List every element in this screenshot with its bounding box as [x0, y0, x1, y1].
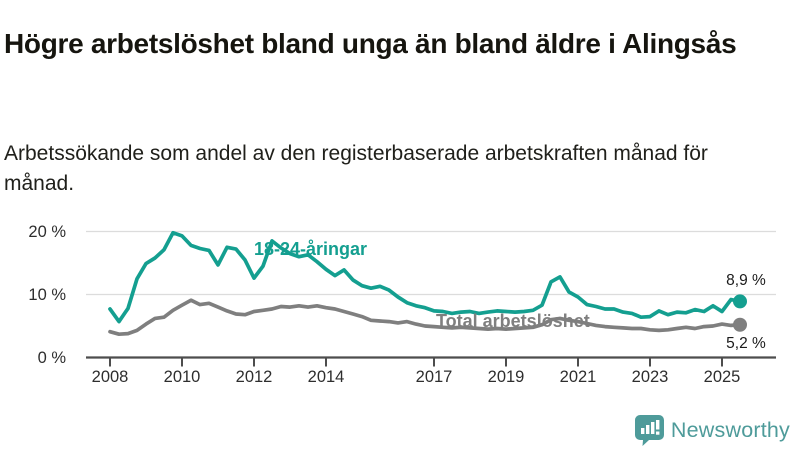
x-tick-label: 2014 [307, 368, 345, 386]
x-tick-label: 2019 [487, 368, 525, 386]
series-end-dots [733, 294, 747, 332]
y-tick-label: 10 % [28, 285, 66, 304]
end-value-label-total: 5,2 % [726, 335, 766, 352]
newsworthy-brand-text: Newsworthy [670, 417, 790, 442]
newsworthy-bubble-icon [634, 414, 664, 446]
page-subtitle: Arbetssökande som andel av den registerb… [4, 142, 708, 196]
series-label-youth: 18-24-åringar [254, 239, 368, 259]
gridlines [86, 230, 776, 296]
x-tick-label: 2012 [235, 368, 273, 386]
y-tick-label: 20 % [28, 222, 66, 241]
end-value-label-youth: 8,9 % [726, 272, 766, 289]
x-tick-label: 2017 [415, 368, 453, 386]
x-tick-label: 2010 [163, 368, 201, 386]
y-tick-label: 0 % [37, 348, 66, 367]
x-tick-label: 2008 [91, 368, 129, 386]
x-axis [86, 356, 776, 367]
page-title: Högre arbetslöshet bland unga än bland ä… [4, 27, 737, 59]
newsworthy-logo[interactable]: Newsworthy [634, 414, 790, 446]
x-tick-label: 2021 [559, 368, 597, 386]
series-lines [108, 230, 742, 337]
x-tick-label: 2023 [631, 368, 669, 386]
series-label-total: Total arbetslöshet [436, 311, 590, 331]
x-tick-label: 2025 [703, 368, 741, 386]
